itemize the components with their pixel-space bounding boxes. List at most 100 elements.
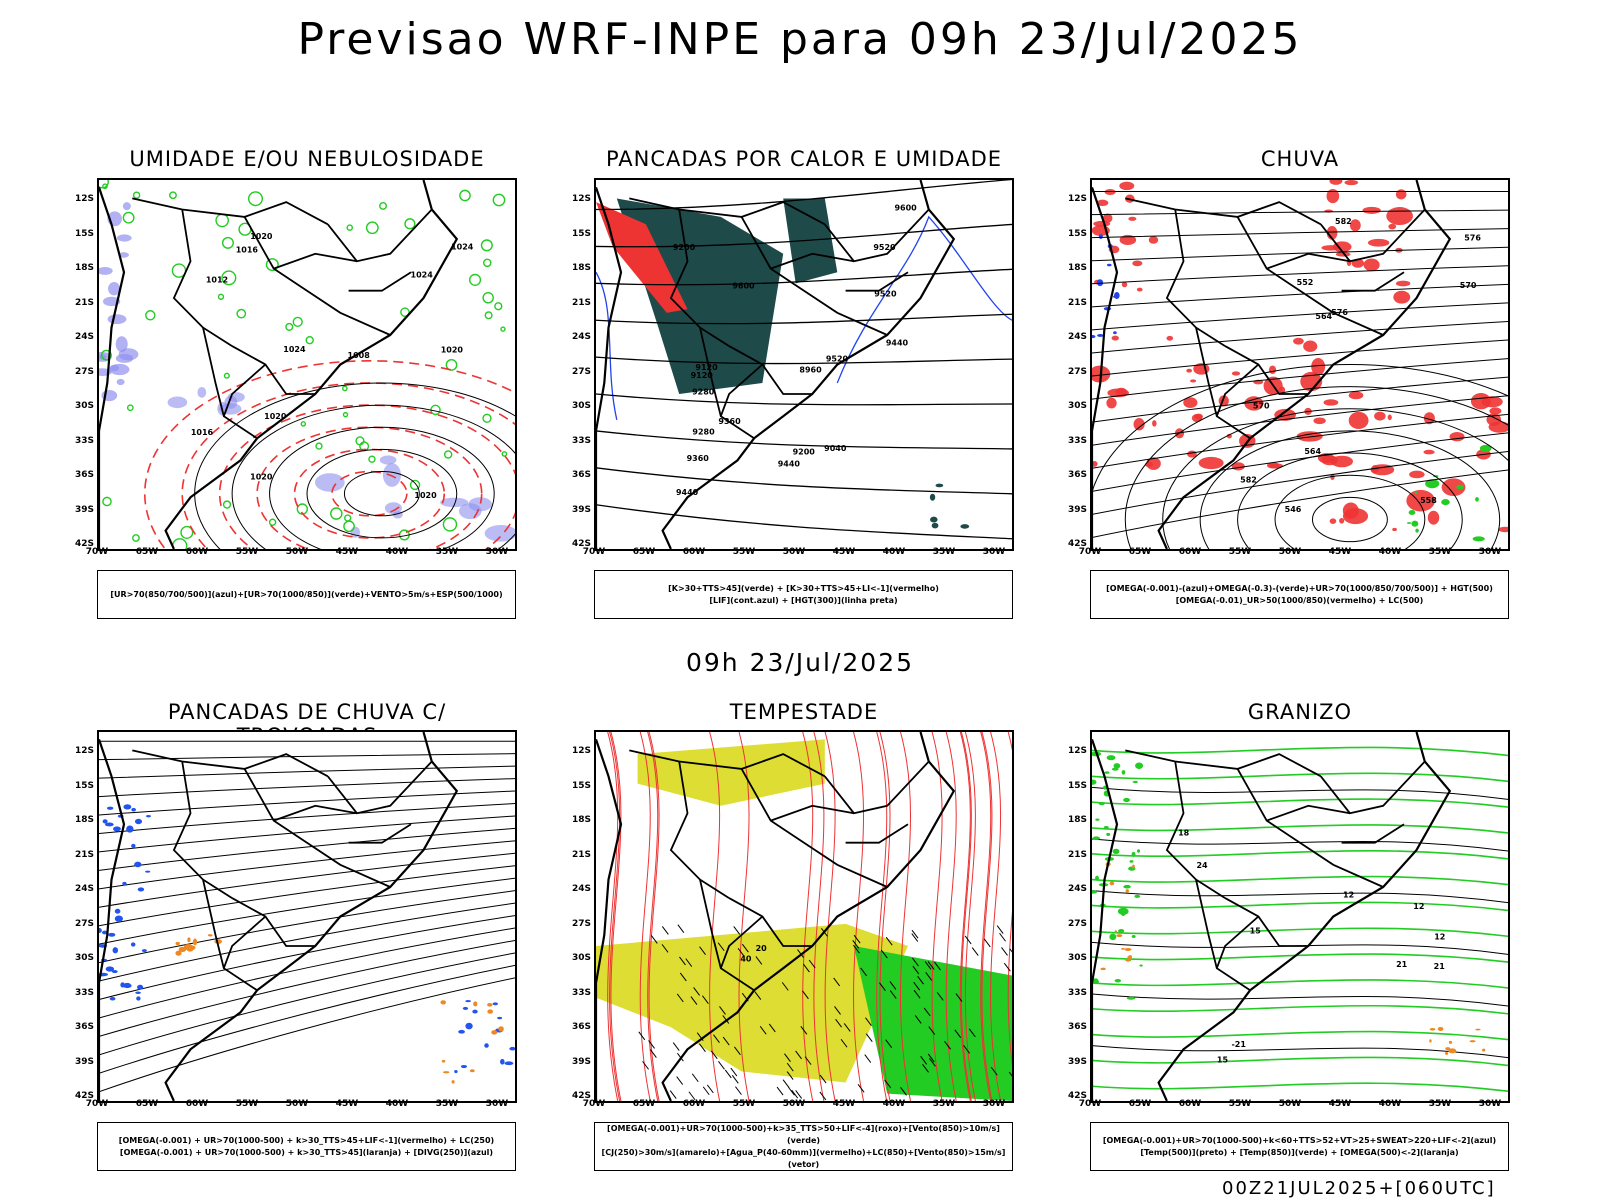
lat-label: 21S <box>571 849 591 860</box>
legend-line: [K>30+TTS>45](verde) + [K>30+TTS>45+LI<-… <box>668 583 939 593</box>
lon-label: 65W <box>135 547 159 557</box>
lon-label: 35W <box>932 1099 956 1109</box>
lat-label: 24S <box>1067 884 1087 894</box>
legend-tempestade: [OMEGA(-0.001)+UR>70(1000-500)+k>35_TTS>… <box>594 1122 1013 1171</box>
lat-label: 33S <box>571 435 591 446</box>
lat-label: 30S <box>1067 953 1087 963</box>
lon-label: 30W <box>982 547 1006 557</box>
contour-label: 9040 <box>824 444 847 453</box>
lat-label: 15S <box>571 228 591 239</box>
lat-label: 12S <box>1067 194 1087 204</box>
lon-label: 70W <box>582 1099 606 1109</box>
lon-label: 55W <box>235 1099 259 1109</box>
legend-granizo: [OMEGA(-0.001)+UR>70(1000-500)+k<60+TTS>… <box>1090 1122 1509 1171</box>
lon-label: 60W <box>185 547 209 557</box>
contour-label: 570 <box>1460 281 1477 290</box>
panel-title-chuva: CHUVA <box>1260 147 1340 171</box>
lon-label: 50W <box>1278 547 1302 557</box>
contour-label: 9360 <box>718 417 741 426</box>
contour-label: 24 <box>1196 861 1208 870</box>
panel-title-pancadas_calor: PANCADAS POR CALOR E UMIDADE <box>605 147 1003 171</box>
lon-label: 60W <box>185 1099 209 1109</box>
lat-label: 39S <box>571 504 591 515</box>
contour-label: 1008 <box>348 351 371 360</box>
lon-label: 35W <box>1428 547 1452 557</box>
run-label: 00Z21JUL2025+[060UTC] <box>1222 1178 1496 1199</box>
lat-label: 36S <box>74 470 94 480</box>
lat-label: 30S <box>571 953 591 963</box>
lat-label: 12S <box>1067 746 1087 756</box>
lat-label: 21S <box>1067 849 1087 860</box>
legend-line: [OMEGA(-0.01)_UR>50(1000/850)(vermelho) … <box>1175 595 1424 605</box>
lon-label: 50W <box>782 547 806 557</box>
contour-label: 12 <box>1434 932 1445 941</box>
lon-label: 40W <box>882 1099 906 1109</box>
lat-label: 21S <box>74 297 94 308</box>
lat-label: 42S <box>74 539 94 549</box>
subtitle-date: 09h 23/Jul/2025 <box>685 648 915 677</box>
contour-label: 564 <box>1315 312 1332 321</box>
lat-label: 24S <box>571 332 591 342</box>
lon-label: 55W <box>1228 547 1252 557</box>
lat-label: 36S <box>1067 1022 1087 1032</box>
contour-label: 546 <box>1285 505 1302 514</box>
lat-label: 33S <box>74 435 94 446</box>
lat-label: 18S <box>1067 815 1087 825</box>
legend-line: [CJ(250)>30m/s](amarelo)+[Agua_P(40-60mm… <box>601 1147 1006 1169</box>
lon-label: 60W <box>682 547 706 557</box>
legend-line: [OMEGA(-0.001) + UR>70(1000-500) + k>30_… <box>118 1135 495 1145</box>
lon-label: 55W <box>235 547 259 557</box>
lon-label: 45W <box>1328 547 1352 557</box>
contour-label: 582 <box>1240 475 1257 484</box>
contour-label: 1020 <box>414 491 437 500</box>
lat-label: 39S <box>1067 1056 1087 1067</box>
contour-label: 582 <box>1335 217 1352 226</box>
lat-label: 24S <box>1067 332 1087 342</box>
lat-label: 27S <box>74 366 94 377</box>
contour-label: 40 <box>740 955 752 964</box>
lon-label: 40W <box>385 547 409 557</box>
contour-label: 576 <box>1331 308 1348 317</box>
lon-label: 35W <box>435 547 459 557</box>
contour-label: 9200 <box>793 448 816 457</box>
lon-label: 50W <box>782 1099 806 1109</box>
lat-label: 12S <box>74 746 94 756</box>
lat-label: 42S <box>1067 539 1087 549</box>
contour-label: 21 <box>1396 960 1408 969</box>
lat-label: 12S <box>571 746 591 756</box>
lat-label: 33S <box>571 987 591 998</box>
contour-label: 9600 <box>894 203 917 212</box>
lat-label: 30S <box>571 401 591 411</box>
contour-label: 9280 <box>692 427 715 436</box>
map-granizo: 12 12 12 15 15 18 21 21 24 -21 <box>1090 730 1510 1103</box>
map-umidade: 1016 1020 1024 1020 1016 1012 1008 1020 1020 1024… <box>97 178 517 551</box>
main-title: Previsao WRF-INPE para 09h 23/Jul/2025 <box>297 14 1303 65</box>
lon-label: 30W <box>485 547 509 557</box>
lat-label: 15S <box>74 228 94 239</box>
lat-label: 27S <box>571 918 591 929</box>
lat-label: 18S <box>74 815 94 825</box>
legend-line: [OMEGA(-0.001)-(azul)+OMEGA(-0.3)-(verde… <box>1106 583 1493 593</box>
legend-line: [OMEGA(-0.001) + UR>70(1000-500) + k>30_… <box>119 1147 494 1157</box>
lon-label: 40W <box>882 547 906 557</box>
legend-line: [Temp(500)](preto) + [Temp(850)](verde) … <box>1140 1147 1459 1157</box>
contour-label: 12 <box>1413 902 1424 911</box>
contour-label: 1020 <box>250 473 273 482</box>
contour-label: 9120 <box>691 371 714 380</box>
lon-label: 65W <box>135 1099 159 1109</box>
contour-label: 9440 <box>676 488 699 497</box>
lon-label: 70W <box>1078 547 1102 557</box>
lat-label: 36S <box>74 1022 94 1032</box>
lon-label: 30W <box>1478 1099 1502 1109</box>
lat-label: 21S <box>1067 297 1087 308</box>
contour-label: 570 <box>1253 401 1270 410</box>
panel-title-umidade: UMIDADE E/OU NEBULOSIDADE <box>129 147 485 171</box>
lon-label: 45W <box>1328 1099 1352 1109</box>
contour-label: 9120 <box>695 363 718 372</box>
lat-label: 21S <box>74 849 94 860</box>
legend-line: [UR>70(850/700/500)](azul)+[UR>70(1000/8… <box>110 589 503 599</box>
map-pancadas_calor: 9600 9600 9520 9520 9520 9440 9440 9440 9360 9360… <box>594 178 1014 551</box>
lat-label: 24S <box>571 884 591 894</box>
lat-label: 18S <box>1067 263 1087 273</box>
